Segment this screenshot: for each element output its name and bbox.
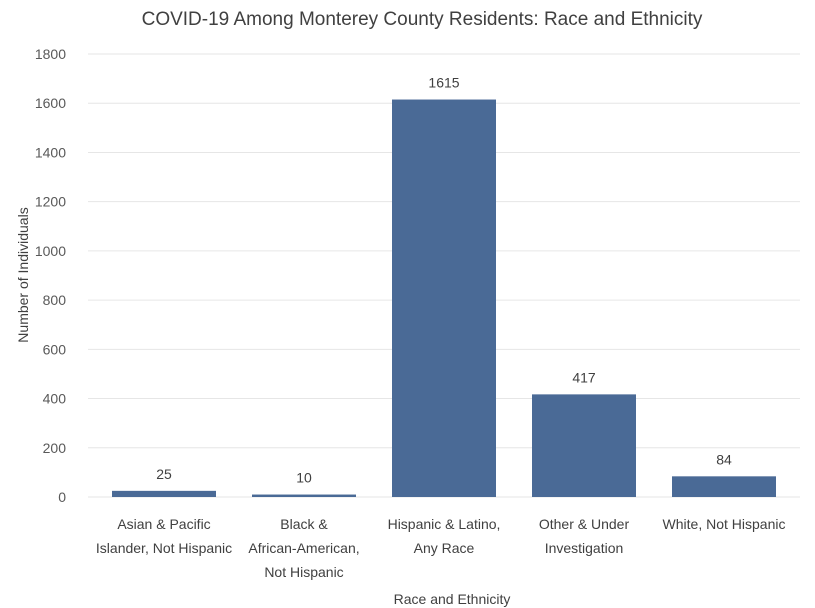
x-tick-label: Asian & Pacific: [117, 516, 210, 532]
x-tick-label: Other & Under: [539, 516, 630, 532]
data-label: 84: [716, 451, 732, 467]
x-tick-label: African-American,: [248, 540, 359, 556]
y-tick-label: 800: [43, 292, 67, 308]
x-axis-title: Race and Ethnicity: [394, 591, 511, 607]
data-label: 25: [156, 466, 172, 482]
x-tick-label: Islander, Not Hispanic: [96, 540, 232, 556]
x-tick-label: Hispanic & Latino,: [388, 516, 501, 532]
data-label: 417: [572, 369, 596, 385]
x-axis-categories: Asian & Pacific Islander, Not Hispanic Bla…: [96, 516, 786, 580]
y-tick-label: 600: [43, 341, 67, 357]
y-tick-label: 1600: [35, 95, 66, 111]
y-tick-label: 1800: [35, 46, 66, 62]
data-labels: 25 10 1615 417 84: [156, 75, 732, 486]
bar: [392, 99, 496, 498]
y-tick-label: 0: [58, 489, 66, 505]
x-tick-label: Investigation: [545, 540, 624, 556]
bar: [532, 394, 636, 497]
x-tick-label: White, Not Hispanic: [663, 516, 786, 532]
chart-title: COVID-19 Among Monterey County Residents…: [142, 9, 703, 30]
bar: [672, 476, 776, 497]
x-tick-label: Black &: [280, 516, 328, 532]
x-tick-label: Not Hispanic: [264, 564, 343, 580]
y-tick-label: 1400: [35, 144, 66, 160]
data-label: 10: [296, 470, 312, 486]
data-label: 1615: [428, 75, 459, 91]
y-tick-label: 1200: [35, 194, 66, 210]
y-tick-label: 200: [43, 440, 67, 456]
y-axis-title: Number of Individuals: [15, 207, 31, 342]
bars: [112, 99, 776, 498]
y-axis-ticks: 0 200 400 600 800 1000 1200 1400 1600 1800: [35, 46, 66, 505]
x-tick-label: Any Race: [414, 540, 475, 556]
bar: [112, 490, 216, 497]
bar: [252, 494, 356, 497]
y-tick-label: 1000: [35, 243, 66, 259]
y-tick-label: 400: [43, 391, 67, 407]
